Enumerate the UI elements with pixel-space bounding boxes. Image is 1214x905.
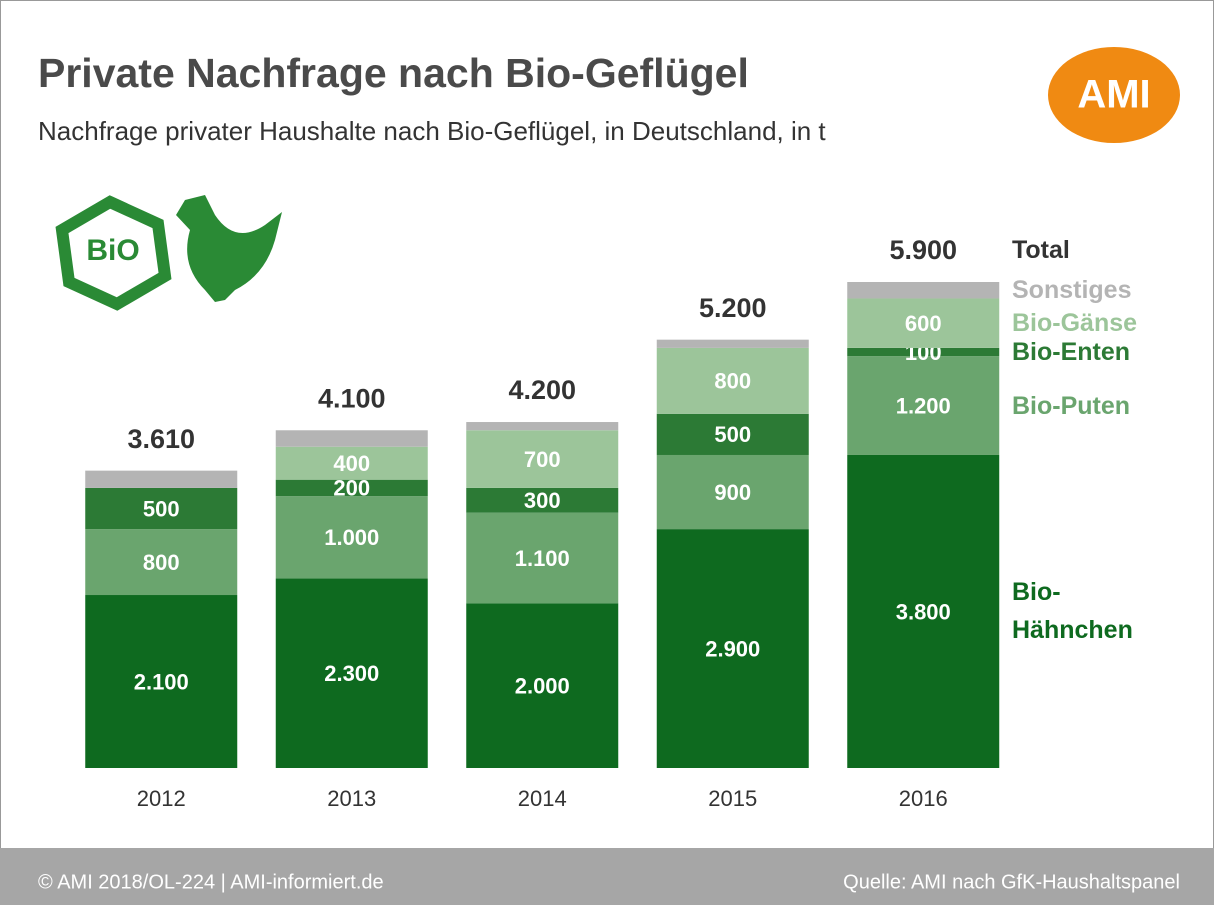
value-label: 1.000 (324, 525, 379, 550)
chart: Private Nachfrage nach Bio-Geflügel Nach… (0, 0, 1214, 905)
value-label: 700 (524, 447, 561, 472)
bar-segment (657, 340, 809, 348)
legend-entry: Bio-Gänse (1012, 304, 1137, 342)
bar-segment (847, 282, 999, 298)
bar-segment (276, 430, 428, 446)
value-label: 2.900 (705, 636, 760, 661)
footer-right: Quelle: AMI nach GfK-Haushaltspanel (843, 871, 1180, 893)
legend-entry: Sonstiges (1012, 271, 1131, 309)
value-label: 500 (143, 496, 180, 521)
value-label: 2.000 (515, 673, 570, 698)
x-tick-label: 2013 (327, 786, 376, 811)
total-label: 4.100 (318, 383, 386, 413)
value-label: 500 (714, 422, 751, 447)
value-label: 1.100 (515, 546, 570, 571)
bar-segment (466, 422, 618, 430)
bio-icon: BiO (62, 195, 282, 304)
bar-segment (85, 471, 237, 488)
legend-entry: Total (1012, 231, 1070, 269)
total-label: 4.200 (508, 375, 576, 405)
value-label: 3.800 (896, 599, 951, 624)
badge: BiO (86, 234, 139, 267)
x-tick-label: 2016 (899, 786, 948, 811)
logo: AMI (1077, 73, 1150, 117)
legend-entry: Bio-Puten (1012, 387, 1130, 425)
value-label: 2.100 (134, 669, 189, 694)
total-label: 5.200 (699, 293, 767, 323)
value-label: 600 (905, 311, 942, 336)
x-tick-label: 2012 (137, 786, 186, 811)
page: Private Nachfrage nach Bio-Geflügel Nach… (0, 0, 1214, 905)
x-tick-label: 2014 (518, 786, 567, 811)
value-label: 1.200 (896, 393, 951, 418)
total-label: 5.900 (889, 235, 957, 265)
value-label: 800 (714, 369, 751, 394)
footer-left: © AMI 2018/OL-224 | AMI-informiert.de (38, 871, 384, 893)
value-label: 400 (333, 451, 370, 476)
chart-title: Private Nachfrage nach Bio-Geflügel (38, 50, 749, 96)
chart-subtitle: Nachfrage privater Haushalte nach Bio-Ge… (38, 116, 826, 146)
x-tick-label: 2015 (708, 786, 757, 811)
value-label: 2.300 (324, 661, 379, 686)
total-label: 3.610 (127, 424, 195, 454)
value-label: 300 (524, 488, 561, 513)
value-label: 900 (714, 480, 751, 505)
value-label: 800 (143, 550, 180, 575)
legend-entry: Bio-Hähnchen (1012, 573, 1172, 649)
